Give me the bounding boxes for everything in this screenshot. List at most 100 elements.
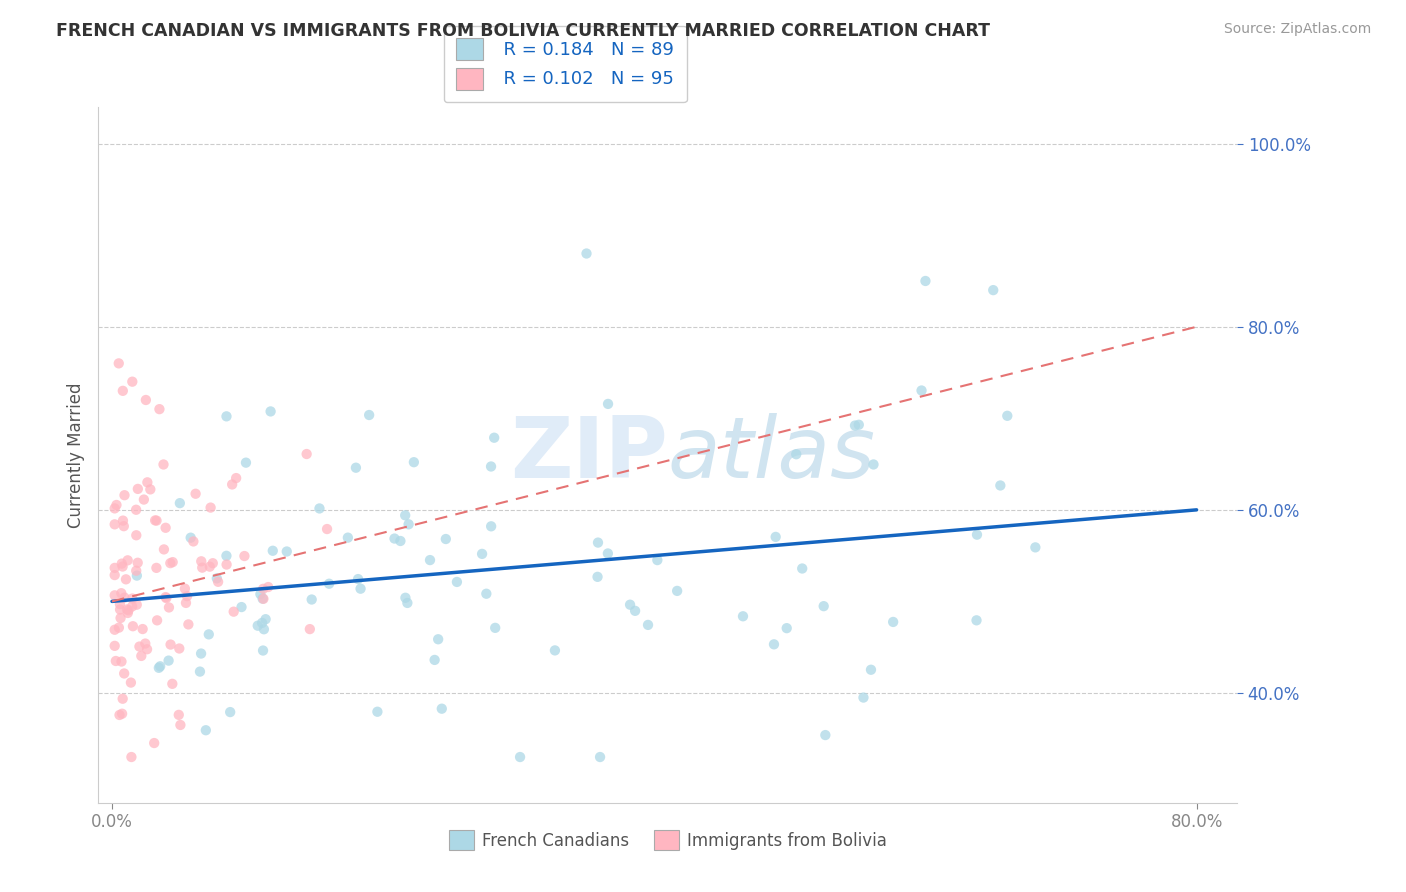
Point [253,622,276,636]
Point [215,549,238,563]
Point [125,568,148,582]
Point [765,530,787,544]
Point [848,417,870,432]
Point [167,707,190,722]
Point [191,560,214,574]
Point [482,431,505,445]
Point [180,531,202,545]
Text: Source: ZipAtlas.com: Source: ZipAtlas.com [1223,22,1371,37]
Point [111,691,134,706]
Text: FRENCH CANADIAN VS IMMIGRANTS FROM BOLIVIA CURRENTLY MARRIED CORRELATION CHART: FRENCH CANADIAN VS IMMIGRANTS FROM BOLIV… [56,22,990,40]
Point [966,613,988,627]
Text: ZIP: ZIP [510,413,668,497]
Point [544,643,567,657]
Point [215,409,238,424]
Point [104,517,127,532]
Point [162,555,184,569]
Point [117,603,139,617]
Point [231,600,253,615]
Point [981,283,1004,297]
Point [177,617,200,632]
Point [336,531,359,545]
Point [252,591,274,606]
Point [120,750,142,764]
Point [155,521,177,535]
Point [384,532,406,546]
Point [637,618,659,632]
Point [157,654,180,668]
Point [484,621,506,635]
Point [127,482,149,496]
Point [246,618,269,632]
Point [762,637,785,651]
Point [254,612,277,626]
Point [117,553,139,567]
Point [128,640,150,654]
Point [776,621,799,635]
Point [859,663,882,677]
Point [200,500,222,515]
Point [159,638,181,652]
Point [114,591,136,605]
Point [430,701,453,715]
Point [108,597,131,611]
Point [318,576,340,591]
Point [111,384,134,398]
Point [145,514,167,528]
Point [235,456,257,470]
Point [259,404,281,418]
Point [125,598,148,612]
Point [394,508,416,523]
Point [105,498,128,512]
Point [169,641,191,656]
Point [419,553,441,567]
Point [146,613,169,627]
Point [219,705,242,719]
Point [111,514,134,528]
Point [207,574,229,589]
Point [586,570,609,584]
Point [115,602,138,616]
Point [121,591,143,606]
Point [148,402,170,417]
Point [184,487,207,501]
Point [427,632,450,647]
Point [131,648,153,663]
Point [176,589,198,603]
Point [402,455,425,469]
Point [108,621,131,635]
Point [647,553,669,567]
Point [301,592,323,607]
Point [169,718,191,732]
Point [143,513,166,527]
Text: atlas: atlas [668,413,876,497]
Point [252,643,274,657]
Point [157,600,180,615]
Point [121,599,143,614]
Point [475,587,498,601]
Point [276,544,298,558]
Point [162,677,184,691]
Point [194,723,217,738]
Point [398,517,420,532]
Point [122,619,145,633]
Point [434,532,457,546]
Point [396,596,419,610]
Point [844,418,866,433]
Point [201,556,224,570]
Point [813,599,835,614]
Point [366,705,388,719]
Point [190,647,212,661]
Point [914,274,936,288]
Point [135,392,157,407]
Point [110,655,132,669]
Point [731,609,754,624]
Point [149,659,172,673]
Point [423,653,446,667]
Point [136,475,159,490]
Point [988,478,1011,492]
Point [509,750,531,764]
Point [785,447,807,461]
Point [389,533,412,548]
Point [394,591,416,605]
